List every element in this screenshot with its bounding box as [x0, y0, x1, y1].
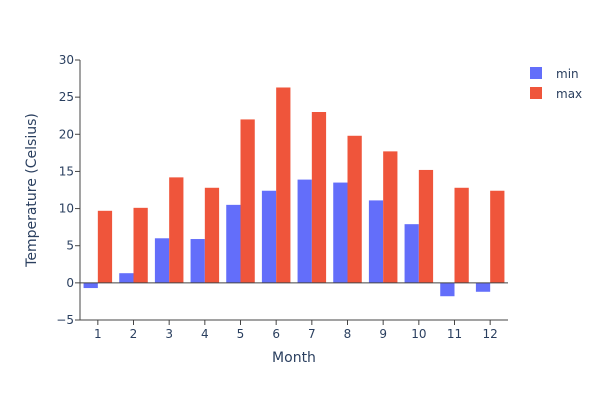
bars-layer — [83, 87, 505, 297]
x-tick-label: 11 — [447, 327, 462, 341]
legend-label-min[interactable]: min — [556, 67, 579, 81]
bar-max-1 — [97, 210, 113, 283]
bar-max-9 — [383, 151, 398, 283]
y-tick-label: 30 — [59, 53, 74, 67]
legend-swatch-min[interactable] — [530, 67, 542, 79]
y-tick-label: 15 — [59, 164, 74, 178]
bar-max-2 — [133, 207, 148, 283]
x-tick-label: 5 — [237, 327, 245, 341]
x-tick-label: 4 — [201, 327, 209, 341]
bar-min-5 — [226, 204, 241, 283]
legend: min max — [530, 67, 582, 101]
bar-max-4 — [204, 187, 220, 283]
y-axis-title: Temperature (Celsius) — [24, 113, 40, 268]
bar-max-11 — [454, 187, 469, 283]
x-tick-label: 12 — [483, 327, 498, 341]
bar-min-12 — [475, 282, 491, 292]
bar-min-4 — [190, 239, 205, 283]
y-tick-label: 10 — [59, 202, 74, 216]
x-tick-label: 6 — [272, 327, 280, 341]
legend-label-max[interactable]: max — [556, 87, 582, 101]
bar-max-5 — [240, 119, 255, 283]
bar-max-7 — [311, 112, 327, 283]
bar-min-7 — [297, 179, 312, 283]
bar-min-11 — [440, 282, 455, 297]
y-tick-label: 5 — [66, 239, 74, 253]
bar-max-6 — [276, 87, 291, 283]
bar-min-2 — [119, 273, 134, 283]
x-tick-label: 2 — [130, 327, 138, 341]
bar-max-10 — [418, 169, 434, 283]
legend-swatch-max[interactable] — [530, 87, 542, 99]
bar-min-3 — [154, 238, 170, 283]
bar-max-3 — [169, 177, 184, 283]
bar-min-6 — [261, 190, 277, 283]
y-tick-label: −5 — [56, 313, 74, 327]
x-tick-label: 3 — [165, 327, 173, 341]
y-tick-label: 20 — [59, 127, 74, 141]
bar-max-8 — [347, 135, 362, 283]
bar-min-9 — [368, 200, 384, 283]
x-tick-label: 10 — [411, 327, 426, 341]
bar-min-10 — [404, 224, 419, 283]
x-tick-label: 7 — [308, 327, 316, 341]
bar-min-1 — [83, 282, 98, 289]
y-tick-label: 0 — [66, 276, 74, 290]
bar-min-8 — [333, 182, 348, 283]
x-tick-label: 8 — [344, 327, 352, 341]
x-axis-title: Month — [272, 350, 316, 366]
bar-max-12 — [490, 190, 505, 283]
y-tick-label: 25 — [59, 90, 74, 104]
x-tick-label: 1 — [94, 327, 102, 341]
x-tick-label: 9 — [379, 327, 387, 341]
